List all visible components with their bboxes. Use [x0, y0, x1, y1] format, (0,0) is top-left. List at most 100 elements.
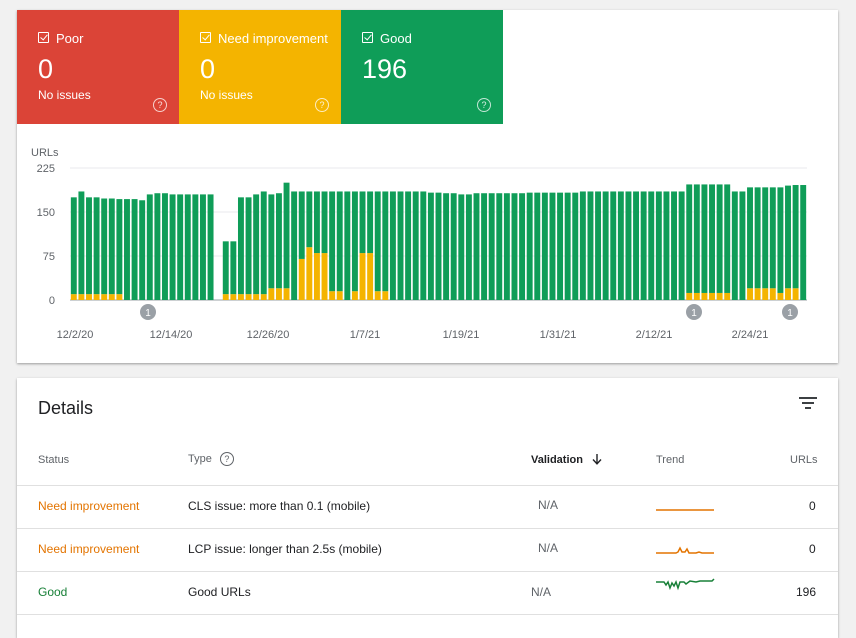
bar-good	[488, 193, 495, 300]
bar-need-improvement	[237, 294, 244, 300]
bar-good	[253, 194, 260, 295]
good-label: Good	[380, 31, 412, 46]
bar-good	[686, 184, 693, 293]
column-header-urls[interactable]: URLs	[790, 454, 818, 466]
bar-need-improvement	[382, 291, 389, 300]
poor-label: Poor	[56, 31, 84, 46]
trend-sparkline	[656, 509, 714, 511]
x-tick-label: 12/14/20	[150, 329, 193, 341]
bar-good	[579, 191, 586, 300]
column-header-status[interactable]: Status	[38, 454, 70, 466]
bar-good	[382, 191, 389, 292]
bar-good	[458, 194, 465, 300]
y-tick-label: 75	[43, 251, 55, 263]
annotation-label: 1	[145, 308, 151, 319]
bar-good	[367, 191, 374, 254]
divider	[17, 528, 838, 529]
bar-need-improvement	[785, 288, 791, 300]
bar-good	[351, 191, 358, 292]
poor-summary-tile[interactable]: Poor 0 No issues ?	[17, 10, 179, 124]
bar-good	[260, 191, 267, 295]
bar-need-improvement	[693, 292, 700, 300]
bar-need-improvement	[777, 292, 784, 300]
x-tick-label: 2/24/21	[732, 329, 769, 341]
bar-good	[359, 191, 366, 254]
bar-good	[124, 199, 130, 300]
column-header-trend: Trend	[656, 454, 685, 466]
help-icon[interactable]: ?	[477, 98, 491, 112]
annotation-marker[interactable]: 1	[140, 304, 156, 320]
bar-good	[275, 193, 282, 289]
bar-good	[306, 191, 313, 248]
bar-good	[146, 194, 153, 300]
bar-good	[207, 194, 214, 300]
bar-good	[389, 191, 396, 300]
bar-good	[162, 193, 168, 300]
bar-good	[640, 191, 647, 300]
x-tick-label: 1/7/21	[350, 329, 381, 341]
bar-need-improvement	[329, 291, 336, 300]
bar-need-improvement	[724, 292, 731, 300]
bar-need-improvement	[336, 291, 343, 300]
good-summary-tile[interactable]: Good 196 ?	[341, 10, 503, 124]
bar-good	[534, 192, 541, 300]
bar-good	[139, 200, 146, 300]
bar-good	[671, 191, 677, 300]
bar-good	[435, 192, 442, 300]
trend-sparkline	[656, 546, 714, 554]
type-cell: CLS issue: more than 0.1 (mobile)	[188, 499, 371, 513]
bar-good	[564, 192, 571, 300]
help-icon[interactable]: ?	[153, 98, 167, 112]
good-checkbox[interactable]	[362, 32, 373, 43]
bar-good	[412, 191, 419, 300]
bar-good	[777, 187, 784, 293]
bar-need-improvement	[283, 288, 290, 300]
bar-need-improvement	[108, 294, 115, 300]
bar-good	[465, 194, 472, 300]
help-icon[interactable]: ?	[219, 452, 234, 466]
bar-good	[70, 197, 77, 295]
column-header-type-label: Type	[188, 452, 212, 465]
bar-good	[678, 191, 685, 300]
bar-good	[610, 191, 617, 300]
filter-icon[interactable]	[799, 396, 817, 410]
bar-need-improvement	[351, 291, 358, 300]
bar-good	[184, 194, 191, 300]
bar-need-improvement	[70, 294, 77, 300]
bar-good	[633, 191, 640, 300]
validation-cell: N/A	[531, 585, 552, 599]
bar-need-improvement	[268, 288, 275, 300]
bar-good	[405, 191, 412, 300]
bar-good	[420, 191, 427, 300]
bar-good	[397, 191, 404, 300]
column-header-validation[interactable]: Validation	[531, 454, 602, 466]
bar-need-improvement	[367, 253, 374, 300]
bar-good	[473, 193, 480, 300]
poor-sub: No issues	[38, 88, 91, 102]
bar-need-improvement	[298, 258, 305, 300]
annotation-marker[interactable]: 1	[686, 304, 702, 320]
bar-good	[716, 184, 723, 293]
annotation-label: 1	[691, 308, 697, 319]
help-icon[interactable]: ?	[315, 98, 329, 112]
need-improvement-count: 0	[200, 54, 216, 84]
bar-good	[450, 193, 457, 300]
bar-good	[237, 197, 244, 295]
bar-good	[78, 191, 85, 295]
column-header-type[interactable]: Type?	[188, 452, 234, 466]
need-improvement-checkbox[interactable]	[200, 32, 211, 43]
bar-need-improvement	[101, 294, 108, 300]
annotation-marker[interactable]: 1	[782, 304, 798, 320]
type-cell: LCP issue: longer than 2.5s (mobile)	[188, 542, 382, 556]
bar-good	[321, 191, 328, 254]
bar-need-improvement	[230, 294, 237, 300]
poor-checkbox[interactable]	[38, 32, 49, 43]
bar-need-improvement	[359, 253, 366, 300]
validation-cell: N/A	[538, 541, 559, 555]
bar-good	[595, 191, 602, 300]
bar-good	[268, 194, 275, 289]
bar-good	[511, 193, 518, 300]
need-improvement-summary-tile[interactable]: Need improvement 0 No issues ?	[179, 10, 341, 124]
need-improvement-label: Need improvement	[218, 31, 328, 46]
bar-good	[693, 184, 700, 293]
